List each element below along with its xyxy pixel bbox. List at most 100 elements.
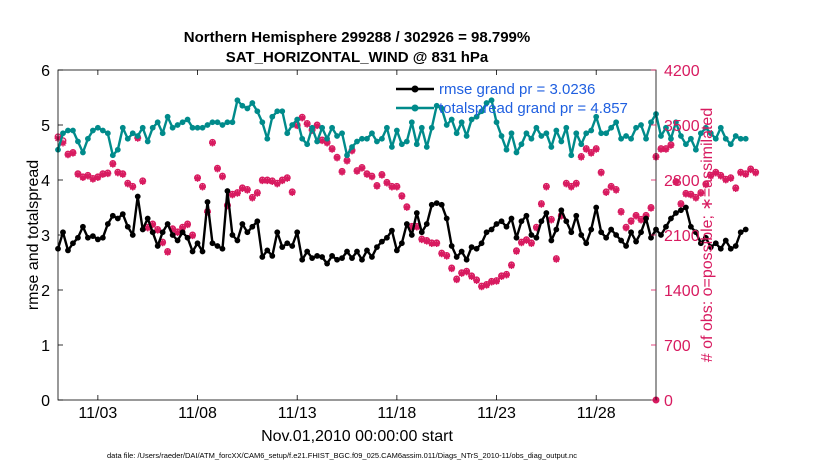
rmse-point	[658, 232, 664, 238]
rmse-point	[85, 234, 91, 241]
rmse-point	[359, 256, 365, 263]
totalspread-point	[408, 119, 415, 126]
y-left-tick-label: 4	[41, 173, 50, 190]
totalspread-point	[274, 108, 281, 115]
legend-spread-label: totalspread grand pr = 4.857	[439, 100, 628, 117]
rmse-point	[588, 226, 595, 233]
totalspread-point	[463, 133, 470, 139]
totalspread-point	[194, 124, 201, 131]
obs-assimilated-point	[547, 216, 555, 224]
obs-assimilated-point	[393, 183, 401, 191]
obs-assimilated-point	[313, 122, 321, 130]
obs-assimilated-point	[448, 265, 456, 273]
totalspread-point	[692, 146, 699, 153]
totalspread-point	[573, 130, 580, 137]
rmse-point	[523, 212, 530, 219]
obs-assimilated-point	[388, 183, 396, 191]
obs-assimilated-point	[338, 168, 346, 176]
rmse-point	[613, 232, 620, 238]
rmse-point	[403, 221, 410, 227]
totalspread-point	[154, 119, 161, 126]
totalspread-point	[299, 135, 306, 142]
rmse-point	[712, 240, 719, 247]
y-right-tick-label: 1400	[664, 283, 700, 300]
totalspread-point	[513, 149, 520, 156]
rmse-point	[533, 234, 540, 241]
totalspread-point	[249, 100, 256, 106]
totalspread-point	[339, 130, 345, 137]
rmse-point	[638, 229, 644, 236]
rmse-point	[578, 232, 585, 238]
obs-assimilated-point	[114, 169, 122, 177]
totalspread-point	[104, 130, 111, 137]
totalspread-point	[344, 152, 350, 159]
totalspread-point	[732, 133, 739, 139]
totalspread-point	[558, 138, 565, 145]
rmse-point	[742, 226, 749, 233]
chart-title-line2: SAT_HORIZONTAL_WIND @ 831 hPa	[226, 49, 489, 66]
x-tick-label: 11/03	[78, 405, 117, 422]
obs-assimilated-point	[712, 169, 720, 177]
rmse-point	[334, 256, 340, 263]
totalspread-point	[109, 152, 116, 159]
totalspread-point	[374, 138, 380, 145]
rmse-point	[134, 193, 141, 200]
obs-assimilated-point	[582, 145, 590, 153]
obs-assimilated-point	[458, 270, 466, 277]
obs-assimilated-point	[263, 177, 271, 185]
obs-assimilated-point	[243, 186, 251, 194]
rmse-point	[244, 229, 251, 236]
obs-assimilated-point	[373, 182, 381, 190]
obs-assimilated-point	[597, 169, 605, 177]
obs-assimilated-point	[423, 237, 431, 245]
obs-assimilated-point	[69, 149, 77, 157]
totalspread-point	[438, 105, 445, 112]
obs-assimilated-point	[403, 204, 411, 211]
totalspread-point	[503, 146, 510, 153]
totalspread-point	[668, 135, 674, 142]
rmse-point	[528, 232, 535, 238]
obs-assimilated-point	[622, 224, 630, 232]
y-right-tick-label: 0	[664, 393, 673, 410]
totalspread-point	[418, 124, 425, 131]
totalspread-point	[528, 135, 535, 142]
totalspread-point	[94, 124, 101, 131]
obs-assimilated-point	[59, 139, 67, 147]
totalspread-point	[364, 135, 370, 142]
obs-assimilated-point	[219, 173, 226, 181]
y-left-tick-label: 1	[41, 338, 50, 355]
y-axis-right-label: # of obs: o=possible; ∗=assimilated	[699, 108, 716, 362]
totalspread-point	[359, 135, 365, 142]
totalspread-point	[393, 127, 400, 134]
obs-assimilated-point	[533, 224, 540, 232]
totalspread-point	[618, 135, 625, 142]
rmse-point	[324, 260, 330, 267]
rmse-point	[687, 223, 694, 230]
obs-assimilated-point	[169, 226, 177, 233]
totalspread-point	[598, 130, 605, 137]
obs-assimilated-point	[154, 226, 162, 234]
obs-assimilated-point	[303, 120, 311, 128]
obs-assimilated-point	[104, 170, 112, 178]
rmse-point	[159, 229, 166, 236]
obs-assimilated-point	[528, 240, 535, 248]
rmse-point	[384, 234, 390, 241]
rmse-point	[483, 229, 490, 236]
rmse-point	[692, 229, 699, 236]
rmse-point	[737, 229, 744, 236]
obs-assimilated-point	[79, 174, 87, 182]
totalspread-point	[488, 97, 495, 104]
totalspread-point	[473, 113, 480, 120]
rmse-point	[194, 240, 201, 247]
rmse-point	[354, 248, 360, 255]
rmse-point	[563, 218, 570, 225]
obs-assimilated-point	[199, 183, 206, 191]
rmse-point	[413, 210, 420, 216]
obs-assimilated-point	[64, 151, 72, 159]
totalspread-point	[204, 122, 211, 128]
totalspread-point	[538, 133, 545, 139]
obs-assimilated-point	[632, 212, 640, 220]
obs-assimilated-point	[184, 221, 191, 229]
totalspread-point	[144, 138, 151, 145]
obs-assimilated-point	[508, 262, 515, 270]
